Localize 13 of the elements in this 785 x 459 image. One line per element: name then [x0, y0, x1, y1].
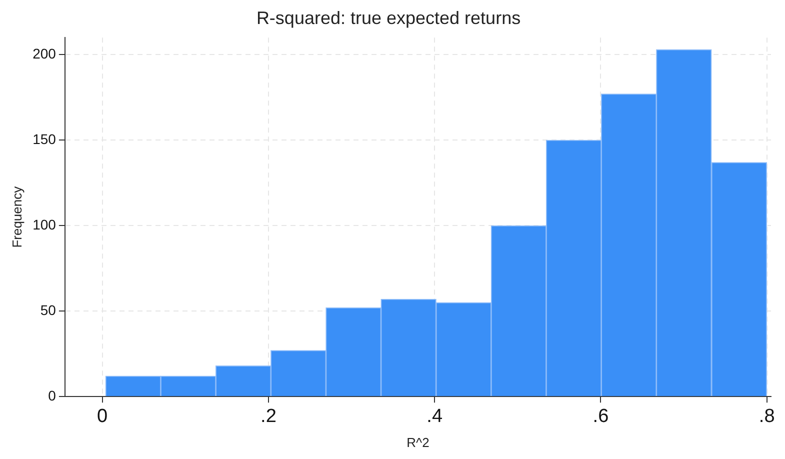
x-tick-label: .4: [426, 406, 443, 428]
y-tick-label: 200: [32, 46, 56, 62]
x-tick-label: 0: [97, 406, 108, 428]
y-tick-label: 50: [40, 302, 56, 318]
y-tick-label: 0: [48, 387, 56, 404]
x-tick-label: .6: [592, 406, 609, 428]
chart-title: R-squared: true expected returns: [256, 8, 521, 28]
y-tick-label: 100: [32, 216, 56, 233]
x-tick-label: .8: [758, 406, 775, 428]
x-axis-title: R^2: [406, 434, 430, 450]
x-tick-label: .2: [260, 406, 276, 428]
y-tick-label: 150: [32, 131, 56, 148]
y-axis-title: Frequency: [9, 186, 24, 248]
